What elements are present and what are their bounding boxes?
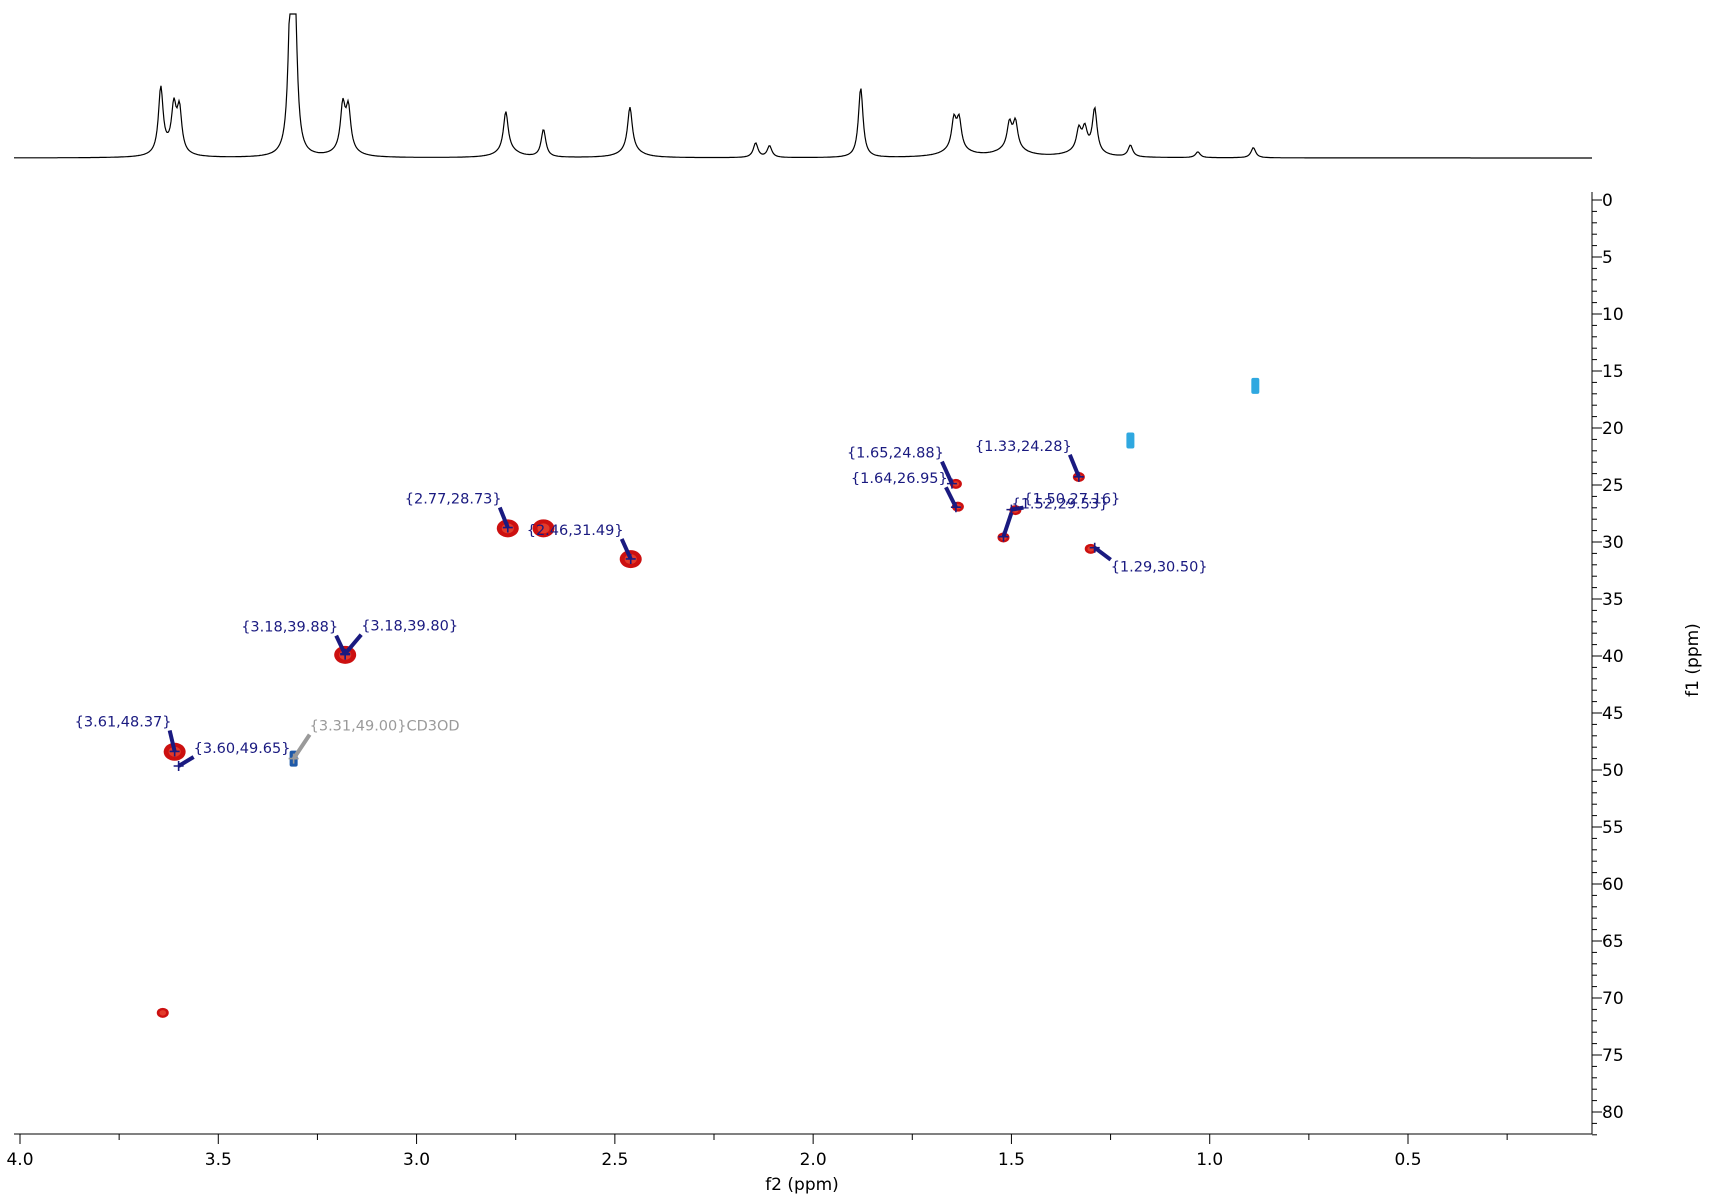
- x-tick-label: 2.0: [800, 1150, 827, 1170]
- annotation-leader: [1093, 546, 1112, 562]
- annotation-label: {3.60,49.65}: [194, 741, 291, 757]
- positive-cross-peak: [156, 1007, 169, 1018]
- peak-marker: [169, 746, 180, 757]
- y-tick-label: 70: [1602, 989, 1624, 1009]
- peak-marker: [340, 648, 351, 659]
- peak-annotation: {1.50,27.16}: [1006, 492, 1120, 515]
- annotation-leader: [497, 506, 510, 529]
- y-tick-label: 55: [1602, 818, 1624, 838]
- x-tick-label: 1.5: [998, 1150, 1025, 1170]
- y-axis: 0 5 10 15 20 25 30 35 40 45 50 55 60 65 70 75 80: [1592, 191, 1624, 1136]
- peak-annotations: {3.61,48.37} {3.60,49.65} {3.31,49.00}CD3O…: [75, 439, 1208, 772]
- peak-marker: [1006, 504, 1017, 515]
- peak-marker: [1073, 471, 1084, 482]
- peak-marker: [173, 761, 184, 772]
- annotation-label: {1.64,26.95}: [851, 471, 948, 487]
- y-tick-label: 40: [1602, 647, 1624, 667]
- peak-marker: [946, 478, 957, 489]
- cross-peaks: [156, 377, 1260, 1018]
- peak-annotation: {3.18,39.80}: [340, 619, 458, 659]
- annotation-label: {1.33,24.28}: [975, 439, 1072, 455]
- y-tick-label: 60: [1602, 875, 1624, 895]
- x-tick-label: 1.0: [1196, 1150, 1223, 1170]
- x-tick-label: 3.0: [403, 1150, 430, 1170]
- y-tick-label: 50: [1602, 761, 1624, 781]
- annotation-label: {1.50,27.16}: [1023, 492, 1120, 508]
- x-tick-label: 4.0: [6, 1150, 33, 1170]
- y-axis-title: f1 (ppm): [1683, 623, 1703, 697]
- x-tick-label: 0.5: [1394, 1150, 1421, 1170]
- positive-cross-peak: [532, 519, 555, 538]
- annotation-leader: [619, 538, 633, 560]
- peak-marker: [998, 531, 1009, 542]
- y-tick-label: 45: [1602, 704, 1624, 724]
- annotation-label: {1.29,30.50}: [1111, 560, 1208, 576]
- y-tick-label: 20: [1602, 419, 1624, 439]
- y-tick-label: 5: [1602, 248, 1613, 268]
- y-tick-label: 15: [1602, 362, 1624, 382]
- peak-marker: [1089, 542, 1100, 553]
- negative-cross-peak: [1126, 432, 1135, 449]
- annotation-leader: [940, 460, 954, 485]
- x-tick-label: 3.5: [205, 1150, 232, 1170]
- peak-annotation: {2.46,31.49}: [527, 523, 636, 564]
- peak-annotation: {2.77,28.73}: [405, 492, 513, 533]
- annotation-label: {2.46,31.49}: [527, 523, 624, 539]
- peak-marker: [502, 522, 513, 533]
- annotation-leader: [343, 633, 363, 656]
- peak-marker: [288, 753, 299, 764]
- y-tick-label: 35: [1602, 590, 1624, 610]
- peak-annotation: {3.31,49.00}CD3OD: [288, 719, 460, 764]
- annotation-label: {2.77,28.73}: [405, 492, 502, 508]
- x-axis: 4.0 3.5 3.0 2.5 2.0 1.5 1.0 0.5: [6, 1134, 1508, 1170]
- annotation-leader: [291, 733, 312, 760]
- annotation-label: {3.18,39.88}: [241, 620, 338, 636]
- y-tick-label: 25: [1602, 476, 1624, 496]
- projection-trace: [14, 13, 1592, 159]
- annotation-leader: [944, 486, 958, 509]
- x-tick-label: 2.5: [601, 1150, 628, 1170]
- y-tick-label: 75: [1602, 1046, 1624, 1066]
- peak-annotation: {1.33,24.28}: [975, 439, 1084, 482]
- y-tick-label: 65: [1602, 932, 1624, 952]
- annotation-leader: [1067, 454, 1081, 478]
- peak-annotation: {1.64,26.95}: [851, 471, 961, 513]
- peak-annotation: {3.60,49.65}: [173, 741, 291, 772]
- annotation-leader: [334, 634, 347, 656]
- y-tick-label: 80: [1602, 1103, 1624, 1123]
- x-axis-title: f2 (ppm): [765, 1175, 839, 1195]
- annotation-leader: [1001, 512, 1014, 538]
- peak-annotation: {1.29,30.50}: [1089, 542, 1208, 576]
- y-tick-label: 30: [1602, 533, 1624, 553]
- peak-annotation: {1.65,24.88}: [847, 446, 957, 489]
- annotation-label: {3.18,39.80}: [361, 619, 458, 635]
- peak-annotation: {3.18,39.88}: [241, 620, 351, 660]
- annotation-leader: [177, 755, 195, 768]
- y-tick-label: 10: [1602, 305, 1624, 325]
- peak-marker: [625, 553, 636, 564]
- peak-annotation: {1.52,29.53}: [998, 497, 1108, 542]
- annotation-label: {3.31,49.00}CD3OD: [310, 719, 460, 735]
- plot-frame: [14, 192, 1593, 1135]
- y-tick-label: 0: [1602, 191, 1613, 211]
- annotation-label: {1.65,24.88}: [847, 446, 944, 462]
- annotation-label: {3.61,48.37}: [75, 714, 172, 730]
- negative-cross-peak: [1251, 377, 1260, 394]
- proton-projection-spectrum: [14, 13, 1592, 159]
- peak-annotation: {3.61,48.37}: [75, 714, 180, 757]
- peak-marker: [950, 502, 961, 513]
- annotation-label: {1.52,29.53}: [1011, 497, 1108, 513]
- annotation-leader: [167, 729, 177, 752]
